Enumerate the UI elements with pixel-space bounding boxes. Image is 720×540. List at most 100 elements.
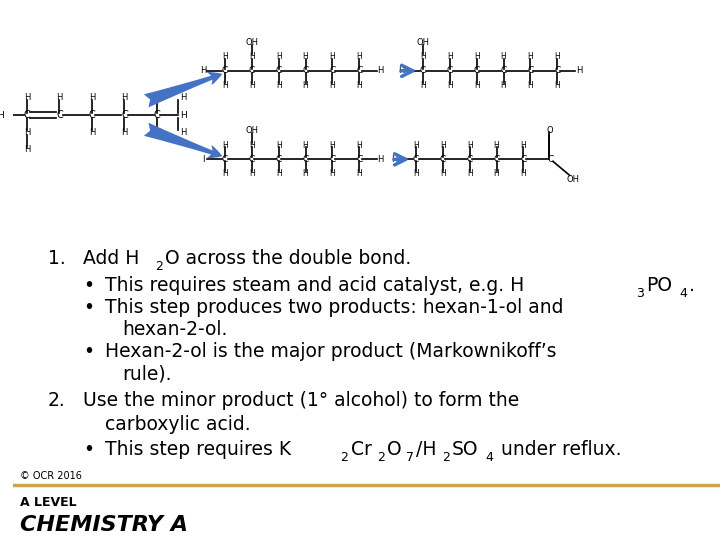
Text: C: C: [554, 66, 560, 75]
Text: H: H: [447, 80, 453, 90]
Text: H: H: [474, 52, 480, 61]
Text: OH: OH: [416, 38, 429, 47]
Text: H: H: [249, 80, 255, 90]
Text: CHEMISTRY A: CHEMISTRY A: [20, 515, 188, 535]
Text: OH: OH: [246, 38, 258, 47]
Text: H: H: [302, 169, 308, 178]
Text: C: C: [89, 110, 95, 120]
Text: H: H: [330, 80, 336, 90]
Text: H: H: [356, 140, 362, 150]
Text: C: C: [527, 66, 534, 75]
Text: C: C: [413, 155, 419, 164]
Text: carboxylic acid.: carboxylic acid.: [104, 415, 251, 434]
Text: 2: 2: [155, 260, 163, 273]
Text: This requires steam and acid catalyst, e.g. H: This requires steam and acid catalyst, e…: [104, 276, 524, 295]
Text: 2: 2: [441, 451, 449, 464]
Text: C: C: [24, 110, 30, 120]
Text: H: H: [440, 140, 446, 150]
Text: H: H: [89, 93, 95, 102]
Text: under reflux.: under reflux.: [495, 440, 622, 459]
Text: H: H: [500, 52, 506, 61]
Text: H: H: [222, 169, 228, 178]
Text: H: H: [413, 140, 419, 150]
Text: H: H: [249, 169, 255, 178]
Text: 2: 2: [377, 451, 385, 464]
Text: H: H: [276, 52, 282, 61]
Text: •: •: [84, 440, 94, 459]
Text: Cr: Cr: [351, 440, 372, 459]
Text: C: C: [222, 155, 228, 164]
Text: C: C: [356, 155, 362, 164]
Text: H: H: [377, 155, 384, 164]
Text: C: C: [329, 155, 336, 164]
Text: SO: SO: [451, 440, 478, 459]
Text: H: H: [330, 52, 336, 61]
Text: H: H: [420, 80, 426, 90]
Text: H: H: [249, 140, 255, 150]
Text: .: .: [689, 276, 695, 295]
Text: H: H: [180, 111, 186, 119]
Text: H: H: [276, 140, 282, 150]
Text: Use the minor product (1° alcohol) to form the: Use the minor product (1° alcohol) to fo…: [84, 391, 520, 410]
Text: C: C: [420, 66, 426, 75]
Text: OH: OH: [567, 175, 580, 184]
Text: C: C: [56, 110, 63, 120]
Text: 2: 2: [341, 451, 348, 464]
Text: C: C: [547, 155, 554, 164]
Text: H: H: [154, 128, 161, 137]
Text: 3: 3: [636, 287, 644, 300]
Text: C: C: [248, 155, 255, 164]
Text: C: C: [276, 155, 282, 164]
Text: H: H: [302, 52, 308, 61]
Text: H: H: [420, 52, 426, 61]
Text: H: H: [447, 52, 453, 61]
Text: I: I: [202, 155, 204, 164]
Text: H: H: [528, 52, 534, 61]
Text: C: C: [500, 66, 507, 75]
Text: O across the double bond.: O across the double bond.: [165, 249, 411, 268]
Text: H: H: [500, 80, 506, 90]
Text: H: H: [356, 169, 362, 178]
Text: H: H: [576, 66, 582, 75]
Text: H: H: [302, 140, 308, 150]
Text: This step requires K: This step requires K: [104, 440, 291, 459]
Text: 2.: 2.: [48, 391, 66, 410]
Text: O: O: [387, 440, 402, 459]
Text: Add H: Add H: [84, 249, 140, 268]
Text: C: C: [222, 66, 228, 75]
Text: C: C: [276, 66, 282, 75]
Text: C: C: [521, 155, 526, 164]
Text: C: C: [446, 66, 453, 75]
Text: H: H: [56, 93, 63, 102]
Text: H: H: [276, 80, 282, 90]
Text: H: H: [89, 128, 95, 137]
Text: H: H: [0, 111, 4, 119]
Text: H: H: [180, 128, 186, 137]
Text: H: H: [121, 93, 127, 102]
Text: H: H: [121, 128, 127, 137]
Text: H: H: [200, 66, 207, 75]
Text: •: •: [84, 276, 94, 295]
Text: C: C: [302, 155, 309, 164]
Text: •: •: [84, 298, 94, 317]
Text: H: H: [276, 169, 282, 178]
Text: H: H: [302, 80, 308, 90]
Text: H: H: [24, 145, 30, 154]
Text: Hexan-2-ol is the major product (Markownikoff’s: Hexan-2-ol is the major product (Markown…: [104, 342, 556, 361]
Text: H: H: [222, 140, 228, 150]
Text: © OCR 2016: © OCR 2016: [20, 471, 81, 481]
Text: C: C: [121, 110, 128, 120]
Text: H: H: [330, 140, 336, 150]
Text: H: H: [377, 66, 384, 75]
Text: H: H: [413, 169, 419, 178]
Text: H: H: [391, 155, 397, 164]
Text: C: C: [467, 155, 473, 164]
Text: This step produces two products: hexan-1-ol and: This step produces two products: hexan-1…: [104, 298, 563, 317]
Text: H: H: [474, 80, 480, 90]
Text: rule).: rule).: [122, 364, 172, 383]
Text: H: H: [554, 52, 560, 61]
Text: A LEVEL: A LEVEL: [20, 496, 76, 509]
Text: H: H: [440, 169, 446, 178]
Text: C: C: [474, 66, 480, 75]
Text: H: H: [521, 169, 526, 178]
